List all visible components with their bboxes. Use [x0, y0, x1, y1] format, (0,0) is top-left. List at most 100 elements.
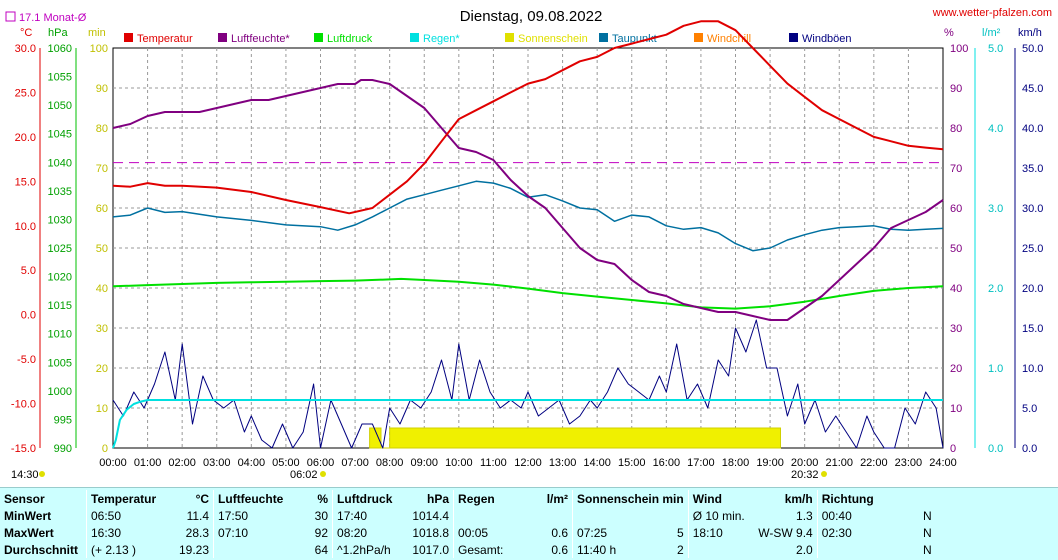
hdr-regen: Regen — [453, 490, 527, 507]
x-tick-label: 02:00 — [168, 457, 196, 469]
legend-label: Temperatur — [137, 33, 193, 45]
legend: Temperatur Luftfeuchte* Luftdruck Regen* Son… — [124, 33, 852, 45]
series-luftfeuchte — [112, 79, 944, 321]
axis-tick-label: 995 — [54, 414, 72, 426]
x-tick-label: 15:00 — [618, 457, 646, 469]
axis-tick-label: 70 — [950, 163, 962, 175]
legend-swatch — [505, 33, 514, 42]
legend-label: Regen* — [423, 33, 460, 45]
axis-tick-label: 0.0 — [21, 310, 36, 322]
unit-minutes: min — [88, 27, 106, 39]
axis-tick-label: 1040 — [48, 157, 72, 169]
axis-tick-label: 20 — [950, 363, 962, 375]
axis-tick-label: 70 — [96, 163, 108, 175]
axis-tick-label: 1045 — [48, 129, 72, 141]
hdr-wind: Wind — [687, 490, 753, 507]
x-tick-label: 14:00 — [583, 457, 611, 469]
axis-tick-label: 0.0 — [1022, 443, 1037, 455]
x-tick-label: 04:00 — [238, 457, 266, 469]
axes: 30.0 25.0 20.0 15.0 10.0 5.0 0.0 -5.0 -10.0 -15.0… — [11, 43, 1044, 469]
axis-tick-label: 90 — [950, 83, 962, 95]
cell-hum-val: 92 — [314, 525, 329, 540]
axis-tick-label: 5.0 — [1022, 403, 1037, 415]
legend-swatch — [124, 33, 133, 42]
axis-tick-label: 50 — [96, 243, 108, 255]
legend-swatch — [789, 33, 798, 42]
cell-sun-val — [660, 507, 688, 524]
axis-tick-label: 1000 — [48, 386, 72, 398]
axis-tick-label: 5.0 — [988, 43, 1003, 55]
x-tick-label: 10:00 — [445, 457, 473, 469]
unit-temp: °C — [20, 27, 32, 39]
cell-press-val: 1017.0 — [412, 542, 450, 557]
axis-tick-label: 15.0 — [15, 176, 36, 188]
x-tick-label: 03:00 — [203, 457, 231, 469]
axis-tick-label: 1030 — [48, 214, 72, 226]
unit-pressure: hPa — [48, 27, 68, 39]
series-sonnenschein — [369, 427, 781, 449]
axis-tick-label: 80 — [96, 123, 108, 135]
axis-tick-label: 50 — [950, 243, 962, 255]
cell-sun-time: 07:25 — [572, 524, 661, 541]
axis-tick-label: 1010 — [48, 329, 72, 341]
cell-hum-time: 17:50 — [213, 507, 303, 524]
grid — [112, 47, 944, 449]
hdr-wind-unit: km/h — [784, 491, 813, 506]
hdr-luftdruck: Luftdruck — [332, 490, 402, 507]
axis-tick-label: 25.0 — [15, 87, 36, 99]
hdr-sensor: Sensor — [4, 491, 45, 506]
axis-tick-label: 20.0 — [15, 132, 36, 144]
cell-dir-time: 00:40 — [816, 507, 888, 524]
series-taupunkt — [112, 180, 944, 252]
axis-tick-label: 30 — [950, 323, 962, 335]
axis-tick-label: 10.0 — [1022, 363, 1043, 375]
stats-table: Sensor Temperatur °C Luftfeuchte % Luftd… — [0, 490, 936, 558]
hdr-rain-unit: l/m² — [546, 491, 569, 506]
hdr-press-unit: hPa — [427, 491, 450, 506]
cell-rain-time — [453, 507, 527, 524]
axis-tick-label: 15.0 — [1022, 323, 1043, 335]
axis-tick-label: 25.0 — [1022, 243, 1043, 255]
axis-tick-label: 40 — [96, 283, 108, 295]
axis-tick-label: 0.0 — [988, 443, 1003, 455]
cell-rain-val — [526, 507, 573, 524]
hdr-dir-spacer — [888, 490, 936, 507]
cell-rain-time: 00:05 — [453, 524, 527, 541]
stats-row-avg: Durchschnitt (+ 2.13 ) 19.23 64 ^1.2hPa/… — [0, 541, 936, 558]
cell-wind-val: W-SW 9.4 — [758, 525, 813, 540]
left-time-label: 14:30 — [11, 469, 39, 481]
axis-tick-label: 0 — [102, 443, 108, 455]
x-tick-label: 20:00 — [791, 457, 819, 469]
legend-label: Luftdruck — [327, 33, 373, 45]
cell-temp-val: 11.4 — [186, 508, 210, 523]
legend-swatch — [599, 33, 608, 42]
axis-tick-label: 1055 — [48, 72, 72, 84]
axis-tick-label: 100 — [950, 43, 968, 55]
axis-tick-label: 1005 — [48, 357, 72, 369]
axis-tick-label: 1020 — [48, 272, 72, 284]
cell-press-time: 08:20 — [332, 524, 402, 541]
site-link[interactable]: www.wetter-pfalzen.com — [932, 7, 1052, 19]
axis-tick-label: 40 — [950, 283, 962, 295]
stats-panel: Sensor Temperatur °C Luftfeuchte % Luftd… — [0, 487, 1058, 560]
legend-swatch — [314, 33, 323, 42]
unit-wind: km/h — [1018, 27, 1042, 39]
hdr-richtung: Richtung — [816, 490, 888, 507]
axis-tick-label: 1035 — [48, 186, 72, 198]
series-luftdruck — [112, 277, 944, 310]
axis-tick-label: 10.0 — [15, 221, 36, 233]
cell-temp-val: 28.3 — [185, 525, 210, 540]
cell-temp-time: (+ 2.13 ) — [86, 541, 175, 558]
cell-sun-val: 5 — [677, 525, 684, 540]
axis-tick-label: 3.0 — [988, 203, 1003, 215]
x-tick-label: 07:00 — [341, 457, 369, 469]
unit-percent: % — [944, 27, 954, 39]
axis-tick-label: 45.0 — [1022, 83, 1043, 95]
x-tick-label: 19:00 — [756, 457, 784, 469]
stats-header-row: Sensor Temperatur °C Luftfeuchte % Luftd… — [0, 490, 936, 507]
axis-tick-label: 30.0 — [15, 43, 36, 55]
hdr-sonne: Sonnenschein min — [572, 490, 689, 507]
row-label: MaxWert — [4, 525, 54, 540]
x-tick-label: 17:00 — [687, 457, 715, 469]
cell-dir-val: N — [923, 542, 932, 557]
